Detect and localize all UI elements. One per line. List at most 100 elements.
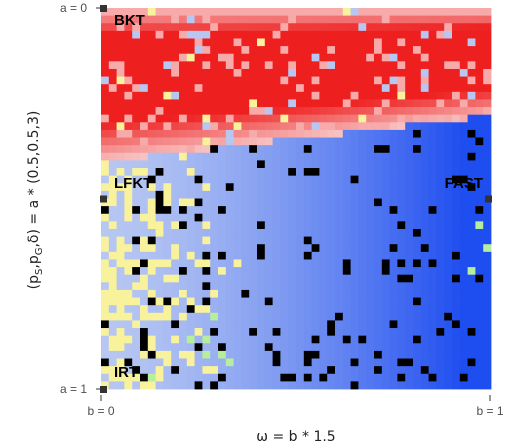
heatmap-cell [303, 68, 312, 77]
heatmap-cell [225, 312, 234, 321]
heatmap-cell [288, 160, 297, 169]
heatmap-cell [444, 282, 453, 291]
heatmap-cell [389, 328, 398, 337]
heatmap-cell [272, 15, 281, 24]
heatmap-cell [147, 236, 156, 245]
heatmap-cell [397, 244, 406, 253]
heatmap-cell [319, 183, 328, 192]
heatmap-cell [413, 23, 422, 32]
heatmap-cell [475, 99, 484, 108]
heatmap-cell [163, 107, 172, 116]
heatmap-cell [366, 312, 375, 321]
heatmap-cell [163, 84, 172, 93]
heatmap-cell [249, 206, 258, 215]
heatmap-cell [467, 206, 476, 215]
heatmap-cell [452, 68, 461, 77]
heatmap-cell [147, 328, 156, 337]
heatmap-cell [350, 68, 359, 77]
heatmap-cell [452, 91, 461, 100]
heatmap-cell [319, 373, 328, 382]
heatmap-cell [264, 373, 273, 382]
heatmap-cell [280, 145, 289, 154]
heatmap-cell [210, 206, 219, 215]
heatmap-cell [241, 206, 250, 215]
heatmap-cell [436, 23, 445, 32]
heatmap-cell [327, 175, 336, 184]
heatmap-cell [124, 23, 133, 32]
heatmap-cell [342, 366, 351, 375]
heatmap-cell [186, 129, 195, 138]
heatmap-cell [475, 190, 484, 199]
heatmap-cell [366, 381, 375, 390]
heatmap-cell [163, 91, 172, 100]
heatmap-cell [459, 15, 468, 24]
heatmap-cell [374, 381, 383, 390]
heatmap-cell [397, 30, 406, 39]
heatmap-cell [218, 198, 227, 207]
heatmap-cell [389, 198, 398, 207]
heatmap-cell [405, 289, 414, 298]
heatmap-cell [132, 244, 141, 253]
heatmap-cell [132, 251, 141, 260]
heatmap-cell [257, 350, 266, 359]
heatmap-cell [413, 289, 422, 298]
heatmap-cell [436, 328, 445, 337]
heatmap-cell [436, 53, 445, 62]
heatmap-cell [280, 160, 289, 169]
heatmap-cell [179, 114, 188, 123]
heatmap-cell [366, 373, 375, 382]
heatmap-cell [108, 145, 117, 154]
heatmap-cell [210, 46, 219, 55]
heatmap-cell [132, 267, 141, 276]
heatmap-cell [155, 122, 164, 131]
heatmap-cell [444, 183, 453, 192]
heatmap-cell [389, 152, 398, 161]
heatmap-cell [210, 107, 219, 116]
heatmap-cell [272, 38, 281, 47]
heatmap-cell [420, 76, 429, 85]
heatmap-cell [350, 381, 359, 390]
heatmap-cell [210, 297, 219, 306]
heatmap-cell [108, 107, 117, 116]
heatmap-cell [475, 335, 484, 344]
heatmap-cell [140, 320, 149, 329]
heatmap-cell [132, 46, 141, 55]
heatmap-cell [475, 350, 484, 359]
heatmap-cell [428, 297, 437, 306]
heatmap-cell [218, 168, 227, 177]
heatmap-cell [163, 8, 172, 17]
heatmap-cell [225, 53, 234, 62]
heatmap-cell [116, 76, 125, 85]
heatmap-cell [436, 122, 445, 131]
heatmap-cell [194, 213, 203, 222]
heatmap-cell [335, 320, 344, 329]
heatmap-cell [405, 282, 414, 291]
heatmap-cell [249, 381, 258, 390]
heatmap-cell [233, 38, 242, 47]
heatmap-cell [296, 381, 305, 390]
heatmap-cell [405, 175, 414, 184]
heatmap-cell [428, 381, 437, 390]
heatmap-cell [319, 343, 328, 352]
heatmap-cell [366, 122, 375, 131]
heatmap-cell [288, 221, 297, 230]
heatmap-cell [249, 122, 258, 131]
heatmap-cell [218, 99, 227, 108]
heatmap-cell [475, 152, 484, 161]
heatmap-cell [264, 259, 273, 268]
heatmap-cell [218, 122, 227, 131]
heatmap-cell [186, 122, 195, 131]
heatmap-cell [272, 282, 281, 291]
heatmap-cell [303, 343, 312, 352]
heatmap-cell [452, 350, 461, 359]
heatmap-cell [319, 305, 328, 314]
heatmap-cell [280, 366, 289, 375]
heatmap-cell [405, 335, 414, 344]
heatmap-cell [335, 76, 344, 85]
heatmap-cell [366, 46, 375, 55]
heatmap-cell [241, 343, 250, 352]
heatmap-cell [108, 335, 117, 344]
heatmap-cell [467, 236, 476, 245]
heatmap-cell [124, 46, 133, 55]
heatmap-cell [428, 160, 437, 169]
